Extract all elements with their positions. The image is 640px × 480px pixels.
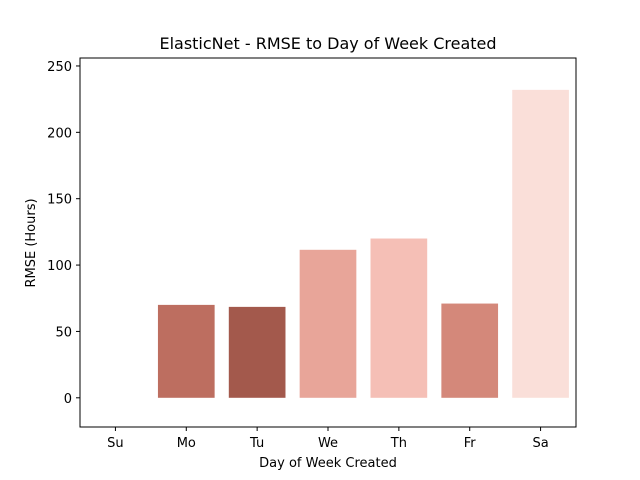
y-tick-label-100: 100	[47, 259, 72, 274]
bar-mo	[157, 304, 215, 398]
bar-tu	[228, 306, 286, 398]
bar-th	[370, 238, 428, 398]
x-tick-label-tu: Tu	[249, 436, 264, 451]
x-tick-label-mo: Mo	[177, 436, 196, 451]
chart-title: ElasticNet - RMSE to Day of Week Created	[159, 34, 496, 53]
x-tick-label-we: We	[318, 436, 338, 451]
y-tick-label-50: 50	[55, 325, 72, 340]
x-tick-label-su: Su	[107, 436, 124, 451]
y-axis-label: RMSE (Hours)	[24, 198, 39, 287]
x-tick-label-th: Th	[390, 436, 407, 451]
y-axis-ticks: 0 50 100 150 200 250	[47, 60, 80, 407]
y-tick-label-250: 250	[47, 60, 72, 75]
y-tick-label-150: 150	[47, 193, 72, 208]
y-tick-label-200: 200	[47, 126, 72, 141]
bar-fr	[441, 303, 499, 398]
x-axis-ticks: Su Mo Tu We Th Fr Sa	[107, 427, 549, 451]
bar-sa	[512, 89, 569, 398]
y-tick-label-0: 0	[64, 392, 72, 407]
x-tick-label-sa: Sa	[532, 436, 548, 451]
bars-layer	[157, 89, 569, 398]
plot-frame	[79, 57, 577, 428]
bar-we	[299, 249, 357, 398]
x-tick-label-fr: Fr	[464, 436, 477, 451]
x-axis-label: Day of Week Created	[259, 456, 397, 471]
